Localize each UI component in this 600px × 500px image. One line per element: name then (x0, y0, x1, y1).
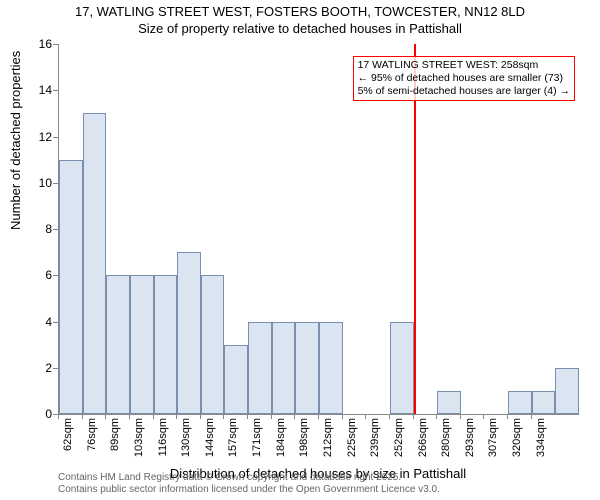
x-tick-label: 307sqm (487, 418, 499, 457)
y-tick-mark (53, 368, 58, 369)
annotation-box: 17 WATLING STREET WEST: 258sqm← 95% of d… (353, 56, 575, 101)
x-tick-mark (153, 414, 154, 419)
x-tick-label: 239sqm (369, 418, 381, 457)
y-tick-mark (53, 90, 58, 91)
x-tick-label: 334sqm (535, 418, 547, 457)
x-tick-label: 266sqm (417, 418, 429, 457)
x-tick-mark (58, 414, 59, 419)
y-tick-label: 6 (22, 268, 52, 282)
x-tick-label: 144sqm (204, 418, 216, 457)
x-tick-mark (129, 414, 130, 419)
histogram-bar (83, 113, 107, 414)
x-tick-mark (436, 414, 437, 419)
x-tick-label: 293sqm (464, 418, 476, 457)
y-tick-label: 0 (22, 407, 52, 421)
x-tick-label: 130sqm (180, 418, 192, 457)
x-tick-label: 103sqm (133, 418, 145, 457)
x-tick-mark (389, 414, 390, 419)
x-tick-mark (223, 414, 224, 419)
x-tick-label: 76sqm (86, 418, 98, 451)
x-tick-mark (318, 414, 319, 419)
y-tick-label: 4 (22, 315, 52, 329)
x-tick-label: 89sqm (109, 418, 121, 451)
x-tick-mark (294, 414, 295, 419)
x-tick-label: 212sqm (322, 418, 334, 457)
chart-area: 17 WATLING STREET WEST: 258sqm← 95% of d… (58, 44, 578, 414)
histogram-bar (437, 391, 461, 414)
title-line-1: 17, WATLING STREET WEST, FOSTERS BOOTH, … (75, 4, 525, 19)
x-tick-label: 225sqm (346, 418, 358, 457)
histogram-bar (154, 275, 178, 414)
x-tick-mark (82, 414, 83, 419)
x-tick-mark (271, 414, 272, 419)
y-tick-label: 8 (22, 222, 52, 236)
x-tick-mark (531, 414, 532, 419)
histogram-bar (508, 391, 532, 414)
histogram-bar (224, 345, 248, 414)
x-tick-mark (105, 414, 106, 419)
histogram-bar (319, 322, 343, 415)
y-tick-label: 16 (22, 37, 52, 51)
annotation-line: 5% of semi-detached houses are larger (4… (358, 85, 570, 98)
histogram-bar (130, 275, 154, 414)
plot-area: 17 WATLING STREET WEST: 258sqm← 95% of d… (58, 44, 579, 415)
x-tick-mark (365, 414, 366, 419)
x-tick-label: 184sqm (275, 418, 287, 457)
y-tick-label: 12 (22, 130, 52, 144)
x-tick-label: 171sqm (251, 418, 263, 457)
x-tick-label: 320sqm (511, 418, 523, 457)
chart-title: 17, WATLING STREET WEST, FOSTERS BOOTH, … (0, 0, 600, 38)
footer-line-1: Contains HM Land Registry data © Crown c… (58, 472, 401, 483)
histogram-bar (532, 391, 556, 414)
x-tick-label: 198sqm (298, 418, 310, 457)
x-tick-label: 252sqm (393, 418, 405, 457)
y-tick-label: 14 (22, 83, 52, 97)
y-tick-mark (53, 137, 58, 138)
histogram-bar (106, 275, 130, 414)
y-axis-label: Number of detached properties (8, 51, 23, 230)
histogram-bar (390, 322, 414, 415)
y-tick-label: 10 (22, 176, 52, 190)
x-tick-mark (460, 414, 461, 419)
y-tick-mark (53, 183, 58, 184)
x-tick-mark (200, 414, 201, 419)
y-tick-mark (53, 229, 58, 230)
annotation-line: 17 WATLING STREET WEST: 258sqm (358, 59, 570, 72)
histogram-bar (177, 252, 201, 414)
histogram-bar (201, 275, 225, 414)
annotation-line: ← 95% of detached houses are smaller (73… (358, 72, 570, 85)
x-tick-mark (247, 414, 248, 419)
y-tick-mark (53, 322, 58, 323)
x-tick-mark (507, 414, 508, 419)
histogram-bar (248, 322, 272, 415)
x-tick-mark (413, 414, 414, 419)
y-tick-mark (53, 44, 58, 45)
x-tick-label: 157sqm (227, 418, 239, 457)
x-tick-mark (176, 414, 177, 419)
x-tick-label: 62sqm (62, 418, 74, 451)
y-tick-label: 2 (22, 361, 52, 375)
y-tick-mark (53, 275, 58, 276)
x-tick-label: 116sqm (157, 418, 169, 456)
histogram-bar (59, 160, 83, 414)
title-line-2: Size of property relative to detached ho… (138, 21, 462, 36)
x-tick-label: 280sqm (440, 418, 452, 457)
x-tick-mark (483, 414, 484, 419)
histogram-bar (272, 322, 296, 415)
x-tick-mark (342, 414, 343, 419)
footer-attribution: Contains HM Land Registry data © Crown c… (58, 472, 440, 496)
footer-line-2: Contains public sector information licen… (58, 484, 440, 495)
histogram-bar (555, 368, 579, 414)
histogram-bar (295, 322, 319, 415)
